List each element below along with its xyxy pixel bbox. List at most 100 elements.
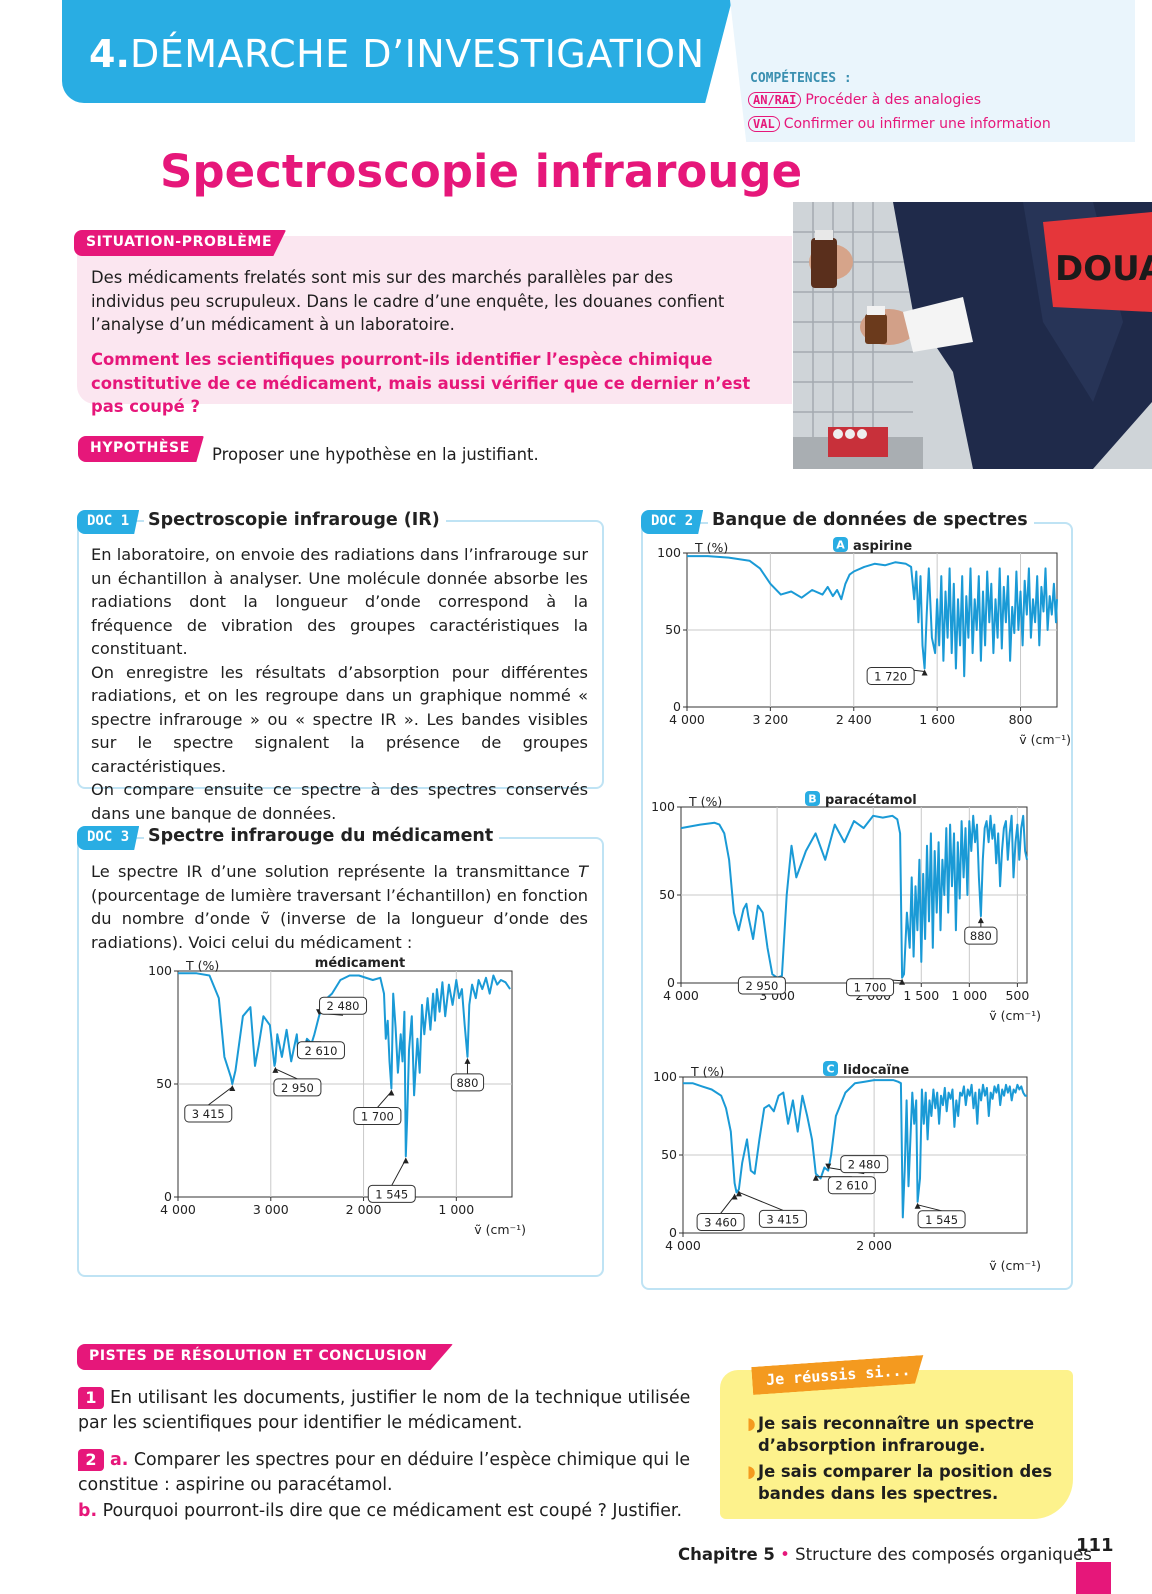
y-tick-label: 50 (665, 622, 681, 637)
y-tick-label: 0 (669, 1225, 677, 1240)
bullet-icon: ◗ (747, 1414, 756, 1433)
competence-tag: AN/RAI (748, 92, 802, 108)
bullet-icon: ◗ (747, 1462, 756, 1481)
customs-photo: DOUAN (793, 202, 1152, 469)
doc1-frame (77, 520, 604, 789)
x-tick-label: 2 000 (856, 1238, 892, 1253)
annotation-arrow (207, 1086, 233, 1106)
chart-badge (823, 1061, 838, 1076)
doc1-text: En laboratoire, on envoie des radiations… (91, 543, 588, 825)
hypothese-label: HYPOTHÈSE (78, 436, 204, 462)
annotation-label: 3 415 (192, 1107, 225, 1121)
annotation-box (846, 978, 895, 997)
annotation-label: 2 480 (327, 999, 360, 1013)
doc1-paragraph: On compare ensuite ce spectre à des spec… (91, 780, 588, 823)
annotation-arrowhead (402, 1157, 409, 1164)
section-header: 4. DÉMARCHE D’INVESTIGATION (62, 0, 732, 103)
annotation-arrowhead (825, 1163, 832, 1170)
y-tick-label: 0 (667, 975, 675, 990)
x-tick-label: 3 000 (253, 1202, 289, 1217)
doc3-title: Spectre infrarouge du médicament (144, 826, 500, 846)
page-number: 111 (1076, 1535, 1114, 1556)
annotation-label: 3 460 (704, 1215, 737, 1229)
reussis-item-text: Je sais reconnaître un spectre d’absorpt… (758, 1414, 1035, 1455)
question-sublabel: b. (78, 1501, 98, 1521)
chart-aspirine: 4 000 3 200 2 400 1 600 800 0 50 100 T (%) ṽ (cm⁻… (657, 537, 1071, 747)
doc3-tag: DOC 3 (77, 826, 140, 850)
section-number: 4. (89, 32, 130, 76)
page-bar (1076, 1562, 1111, 1594)
annotation-box (827, 1176, 876, 1195)
question-sublabel: a. (110, 1450, 129, 1470)
question-text: Pourquoi pourront-ils dire que ce médica… (102, 1501, 682, 1521)
x-tick-label: 4 000 (665, 1238, 701, 1253)
competences-box (730, 0, 1135, 142)
annotation-arrowhead (229, 1085, 236, 1091)
annotation-arrowhead (464, 1057, 471, 1064)
situation-label: SITUATION-PROBLÈME (74, 230, 287, 256)
question-number: 1 (78, 1387, 104, 1409)
y-tick-label: 50 (661, 1147, 677, 1162)
doc2-tag: DOC 2 (641, 510, 704, 534)
doc3-text-part: Le spectre IR d’une solution représente … (91, 862, 579, 881)
chart-badge-letter: A (836, 539, 845, 552)
annotation-box (758, 1209, 807, 1228)
reussis-item: ◗ Je sais comparer la position des bandes… (747, 1461, 1058, 1505)
x-tick-label: 4 000 (160, 1202, 196, 1217)
annotation-arrowhead (735, 1190, 742, 1197)
annotation-box (319, 996, 368, 1015)
pistes-label: PISTES DE RÉSOLUTION ET CONCLUSION (77, 1344, 453, 1370)
spectrum-line (178, 972, 511, 1158)
hypothese-text: Proposer une hypothèse en la justifiant. (212, 445, 539, 464)
doc1-tag: DOC 1 (77, 510, 140, 534)
reussis-item: ◗ Je sais reconnaître un spectre d’absorp… (747, 1413, 1058, 1457)
annotation-arrowhead (812, 1174, 819, 1181)
competence-item: AN/RAI Procéder à des analogies (748, 92, 981, 108)
armband-text: DOUAN (1055, 249, 1152, 289)
question-1: 1 En utilisant les documents, justifier l… (78, 1386, 708, 1436)
y-axis-label: T (%) (694, 540, 728, 555)
x-axis-label: ṽ (cm⁻¹) (474, 1222, 526, 1237)
chart-badge (805, 791, 820, 806)
x-tick-label: 3 200 (752, 712, 788, 727)
doc3-text-italic: T (578, 862, 588, 881)
chart-title: aspirine (853, 539, 912, 554)
annotation-label: 880 (970, 929, 992, 943)
annotation-box (737, 976, 786, 995)
chart-title: médicament (315, 956, 405, 971)
annotation-box (367, 1184, 416, 1203)
x-tick-label: 1 000 (438, 1202, 474, 1217)
y-tick-label: 100 (657, 545, 681, 560)
annotation-arrow (275, 1068, 298, 1080)
reussis-item-text: Je sais comparer la position des bandes … (758, 1462, 1053, 1503)
footer-dot: • (780, 1545, 790, 1564)
competence-label: Confirmer ou infirmer une information (783, 116, 1051, 132)
annotation-arrow (391, 1159, 407, 1186)
competence-label: Procéder à des analogies (805, 92, 982, 108)
x-tick-label: 2 000 (346, 1202, 382, 1217)
x-axis-label: ṽ (cm⁻¹) (989, 1258, 1041, 1273)
spectrum-line (683, 1079, 1027, 1219)
x-tick-label: 1 000 (951, 988, 987, 1003)
y-tick-label: 100 (148, 963, 172, 978)
chart-badge (833, 537, 848, 552)
situation-text: Des médicaments frelatés sont mis sur de… (91, 268, 725, 334)
annotation-arrowhead (914, 1202, 921, 1209)
x-tick-label: 1 500 (903, 988, 939, 1003)
annotation-arrowhead (899, 978, 906, 985)
annotation-box (273, 1078, 322, 1097)
annotation-box (450, 1073, 485, 1092)
y-axis-label: T (%) (185, 958, 219, 973)
doc1-title: Spectroscopie infrarouge (IR) (144, 510, 446, 530)
question-number: 2 (78, 1449, 104, 1471)
annotation-label: 1 700 (854, 981, 887, 995)
question-text: En utilisant les documents, justifier le… (78, 1388, 691, 1433)
annotation-arrowhead (731, 1193, 738, 1200)
section-title: DÉMARCHE D’INVESTIGATION (130, 32, 705, 76)
doc1-paragraph: On enregistre les résultats d’absorption… (91, 662, 588, 776)
competence-tag: VAL (748, 116, 780, 132)
annotation-label: 3 415 (766, 1212, 799, 1226)
y-axis-label: T (%) (690, 1064, 724, 1079)
x-axis-label: ṽ (cm⁻¹) (1019, 732, 1071, 747)
spectrum-line (687, 555, 1058, 678)
